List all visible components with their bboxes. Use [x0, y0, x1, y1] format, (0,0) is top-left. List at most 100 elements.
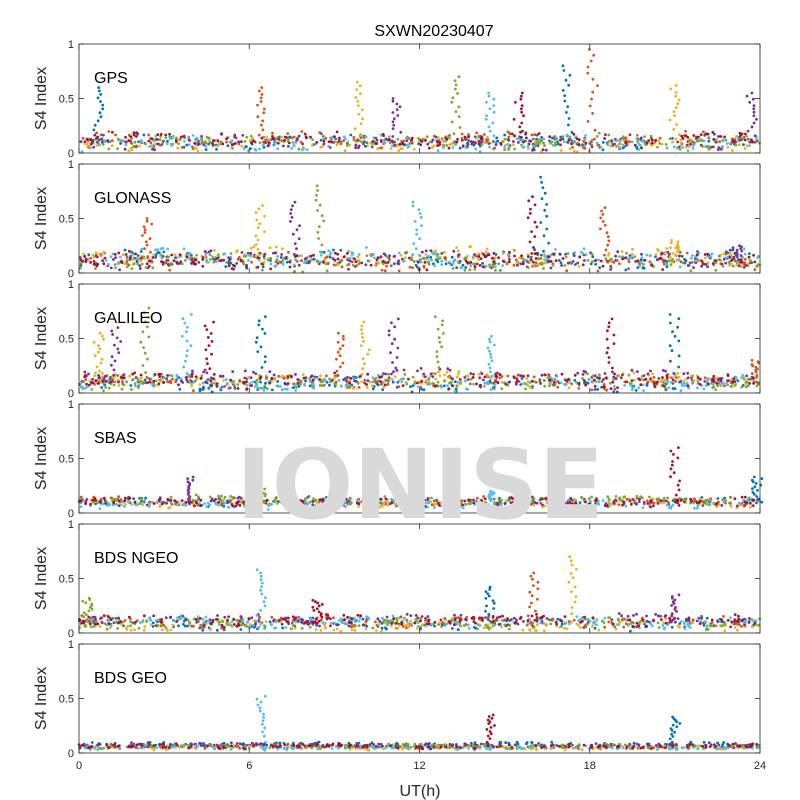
data-point	[638, 497, 641, 501]
data-point	[752, 376, 755, 380]
data-point	[262, 111, 266, 115]
data-point	[593, 388, 597, 391]
data-point	[157, 251, 161, 255]
data-point	[428, 382, 432, 386]
data-point	[174, 380, 178, 384]
data-point	[273, 265, 277, 268]
data-point	[336, 252, 340, 256]
data-point	[267, 141, 271, 145]
data-point	[499, 268, 502, 272]
data-point	[677, 365, 681, 369]
data-point	[361, 117, 364, 121]
data-point	[253, 255, 256, 259]
data-point	[505, 261, 509, 265]
data-point	[672, 453, 675, 456]
data-point	[120, 261, 124, 264]
data-point	[151, 147, 154, 151]
data-point	[507, 146, 511, 150]
data-point	[97, 86, 101, 89]
data-point	[751, 140, 755, 144]
data-point	[446, 367, 450, 370]
data-point	[682, 381, 686, 385]
data-point	[383, 269, 387, 273]
data-point	[702, 130, 705, 134]
data-point	[380, 268, 384, 272]
data-point	[346, 376, 349, 379]
data-point	[79, 261, 83, 265]
data-point	[355, 80, 359, 84]
data-point	[149, 250, 152, 254]
data-point	[426, 382, 430, 386]
data-point	[338, 260, 342, 264]
data-point	[721, 264, 725, 268]
data-point	[664, 369, 667, 373]
data-point	[548, 378, 552, 381]
data-point	[457, 253, 461, 256]
data-point	[348, 381, 351, 385]
data-point	[113, 359, 117, 363]
data-point	[733, 497, 737, 501]
data-point	[227, 259, 231, 263]
data-point	[484, 250, 488, 254]
data-point	[236, 249, 239, 253]
data-point	[410, 390, 414, 394]
data-point	[86, 142, 89, 146]
data-point	[186, 136, 190, 140]
data-point	[659, 499, 663, 502]
data-point	[141, 234, 144, 237]
data-point	[315, 184, 319, 188]
data-point	[748, 100, 752, 104]
data-point	[187, 497, 190, 501]
data-point	[265, 387, 269, 391]
data-point	[240, 251, 244, 254]
data-point	[358, 139, 361, 143]
data-point	[134, 384, 137, 388]
data-point	[325, 269, 329, 273]
data-point	[269, 262, 273, 266]
data-point	[532, 260, 535, 264]
data-point	[652, 382, 656, 386]
data-point	[123, 262, 126, 265]
data-point	[208, 140, 212, 144]
data-point	[734, 143, 738, 147]
data-point	[97, 344, 100, 347]
data-point	[310, 258, 313, 262]
data-point	[179, 260, 183, 264]
data-point	[464, 387, 468, 391]
data-point	[360, 373, 364, 376]
data-point	[298, 224, 301, 228]
data-point	[207, 136, 210, 140]
data-point	[488, 145, 491, 149]
data-point	[202, 370, 206, 374]
y-tick-label: 0	[68, 388, 74, 400]
data-point	[218, 374, 222, 378]
data-point	[424, 379, 428, 383]
data-point	[419, 139, 423, 143]
data-point	[209, 258, 212, 261]
data-point	[342, 378, 345, 381]
data-point	[460, 132, 464, 136]
data-point	[398, 105, 402, 109]
data-point	[365, 246, 368, 249]
data-point	[606, 243, 610, 247]
data-point	[696, 504, 700, 508]
data-point	[625, 143, 629, 147]
data-point	[140, 256, 144, 260]
data-point	[696, 386, 699, 390]
data-point	[531, 195, 534, 199]
data-point	[317, 225, 321, 229]
data-point	[607, 325, 611, 329]
data-point	[610, 139, 614, 143]
data-point	[625, 497, 629, 501]
data-point	[98, 253, 102, 256]
data-point	[703, 256, 707, 260]
data-point	[139, 497, 143, 501]
data-point	[742, 143, 745, 147]
data-point	[725, 142, 729, 145]
data-point	[361, 336, 364, 339]
data-point	[353, 265, 357, 268]
data-point	[583, 146, 587, 150]
data-point	[463, 268, 467, 272]
